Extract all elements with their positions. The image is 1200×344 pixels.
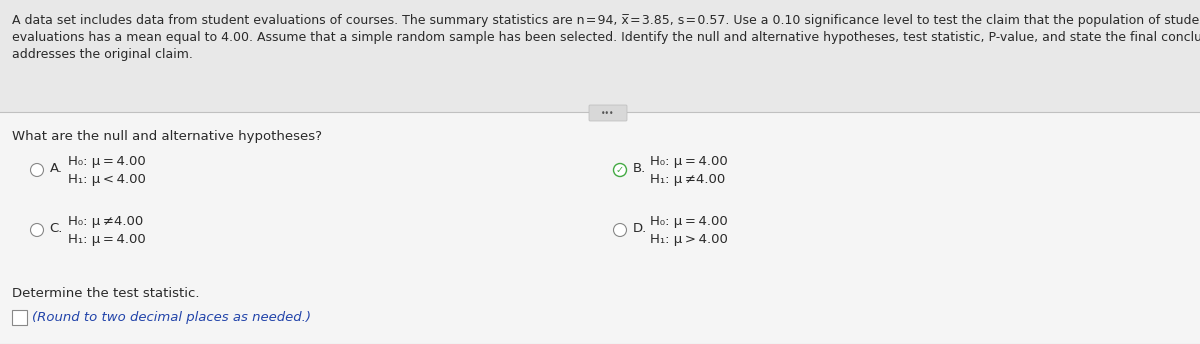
Text: H₁: μ < 4.00: H₁: μ < 4.00 — [67, 173, 145, 186]
Bar — [0, 0, 1200, 112]
Text: C.: C. — [49, 222, 62, 235]
Text: addresses the original claim.: addresses the original claim. — [12, 48, 193, 61]
Text: What are the null and alternative hypotheses?: What are the null and alternative hypoth… — [12, 130, 322, 143]
Text: H₁: μ > 4.00: H₁: μ > 4.00 — [650, 234, 728, 247]
Text: H₀: μ ≠4.00: H₀: μ ≠4.00 — [67, 215, 143, 227]
Text: ✓: ✓ — [616, 165, 624, 175]
Text: H₁: μ = 4.00: H₁: μ = 4.00 — [67, 234, 145, 247]
Text: Determine the test statistic.: Determine the test statistic. — [12, 287, 199, 300]
Text: H₁: μ ≠4.00: H₁: μ ≠4.00 — [650, 173, 726, 186]
Circle shape — [30, 163, 43, 176]
Circle shape — [613, 224, 626, 237]
Text: A.: A. — [49, 161, 62, 174]
Text: evaluations has a mean equal to 4.00. Assume that a simple random sample has bee: evaluations has a mean equal to 4.00. As… — [12, 31, 1200, 44]
FancyBboxPatch shape — [589, 105, 628, 121]
Circle shape — [30, 224, 43, 237]
Circle shape — [613, 163, 626, 176]
Text: A data set includes data from student evaluations of courses. The summary statis: A data set includes data from student ev… — [12, 14, 1200, 27]
Text: B.: B. — [632, 161, 646, 174]
Text: H₀: μ = 4.00: H₀: μ = 4.00 — [67, 154, 145, 168]
Bar — [12, 310, 28, 325]
Text: H₀: μ = 4.00: H₀: μ = 4.00 — [650, 215, 728, 227]
Text: •••: ••• — [601, 108, 614, 118]
Text: H₀: μ = 4.00: H₀: μ = 4.00 — [650, 154, 728, 168]
Text: D.: D. — [632, 222, 647, 235]
Text: (Round to two decimal places as needed.): (Round to two decimal places as needed.) — [32, 311, 311, 324]
